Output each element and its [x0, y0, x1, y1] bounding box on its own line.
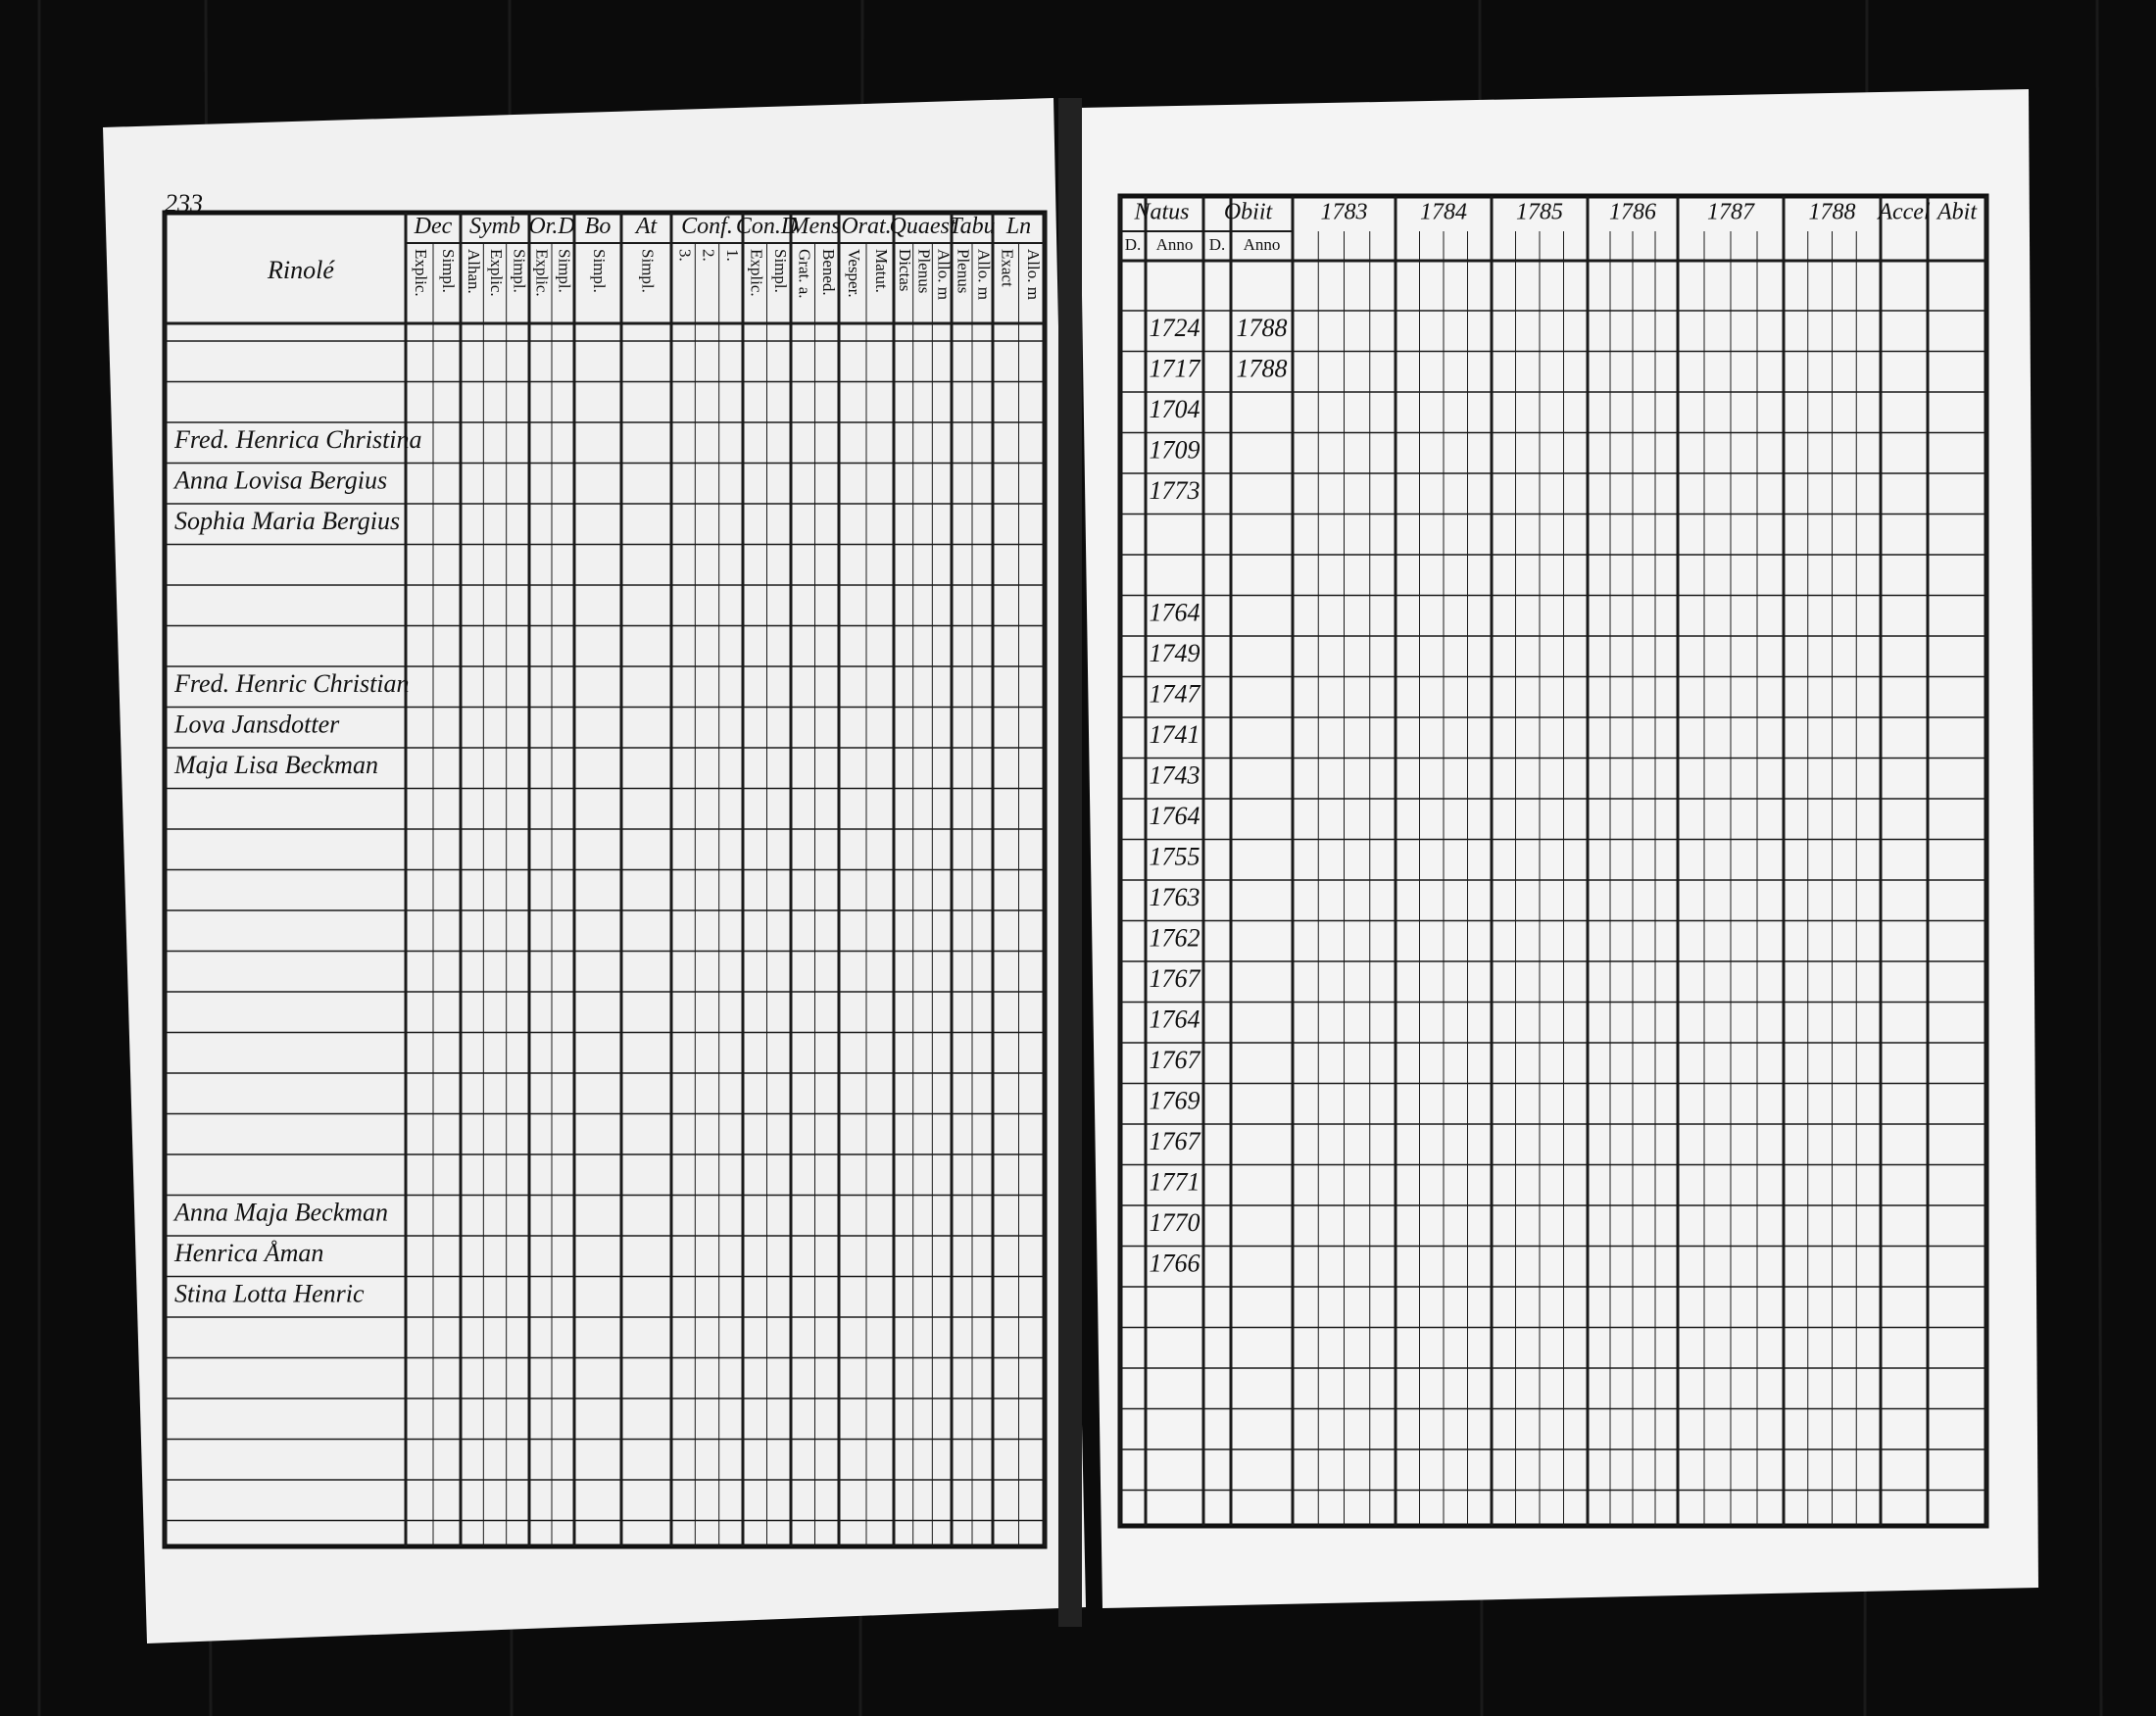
birth-year: 1766	[1150, 1249, 1200, 1277]
column-sub: Vesper.	[845, 249, 863, 298]
column-group: Quaest	[890, 214, 957, 239]
birth-year: 1773	[1150, 476, 1200, 505]
column-group: Symb	[469, 214, 520, 239]
parish-label: Rinolé	[267, 256, 335, 284]
column-group: Ln	[1005, 214, 1031, 239]
column-group: Orat.	[841, 214, 891, 239]
column-sub: D.	[1209, 235, 1226, 254]
right-paper	[1079, 89, 2038, 1608]
column-sub: Bened.	[819, 249, 838, 296]
year-header: 1788	[1809, 200, 1856, 225]
column-sub: D.	[1125, 235, 1142, 254]
birth-year: 1709	[1150, 435, 1200, 464]
column-sub: Grat. a.	[795, 249, 813, 299]
year-header: 1787	[1707, 200, 1755, 225]
person-name: Henrica Åman	[173, 1239, 323, 1267]
birth-year: 1764	[1150, 1005, 1200, 1033]
person-name: Anna Maja Beckman	[172, 1198, 388, 1226]
column-sub: Plenus	[955, 249, 973, 293]
birth-year: 1764	[1150, 598, 1200, 626]
year-header: 1786	[1609, 200, 1656, 225]
person-name: Stina Lotta Henric	[174, 1279, 365, 1307]
year-header: 1785	[1516, 200, 1563, 225]
birth-year: 1767	[1150, 1046, 1201, 1074]
person-name: Lova Jansdotter	[173, 710, 340, 738]
column-sub: Anno	[1244, 235, 1281, 254]
birth-year: 1767	[1150, 964, 1201, 993]
gutter	[1058, 98, 1082, 1627]
column-sub: Simpl.	[556, 249, 574, 293]
column-sub: Simpl.	[590, 249, 609, 293]
column-sub: 1.	[723, 249, 742, 262]
birth-year: 1762	[1150, 923, 1200, 952]
person-name: Fred. Henrica Christina	[173, 425, 422, 454]
person-name: Sophia Maria Bergius	[174, 507, 400, 535]
left-paper	[103, 98, 1086, 1643]
person-name: Anna Lovisa Bergius	[172, 466, 387, 494]
column-sub: Exact	[998, 249, 1016, 287]
person-name: Maja Lisa Beckman	[173, 751, 378, 779]
death-year: 1788	[1237, 314, 1288, 342]
birth-year: 1755	[1150, 842, 1200, 870]
column-sub: Simpl.	[439, 249, 458, 293]
column-sub: 2.	[700, 249, 718, 262]
birth-year: 1741	[1150, 720, 1200, 749]
column-sub: Allo. m	[1024, 249, 1043, 300]
column-sub: Plenus	[915, 249, 934, 293]
year-header: 1783	[1321, 200, 1368, 225]
column-sub: Matut.	[872, 249, 891, 293]
column-sub: 3.	[675, 249, 694, 262]
birth-year: 1717	[1150, 354, 1201, 382]
year-header: 1784	[1420, 200, 1467, 225]
birth-year: 1763	[1150, 883, 1200, 911]
column-sub: Explic.	[412, 249, 430, 297]
column-sub: Anno	[1156, 235, 1194, 254]
birth-year: 1747	[1150, 679, 1201, 708]
birth-year: 1770	[1150, 1208, 1200, 1237]
birth-year: 1749	[1150, 639, 1200, 667]
column-sub: Explic.	[747, 249, 765, 297]
column-group: Or.D	[528, 214, 574, 239]
birth-year: 1771	[1150, 1167, 1200, 1196]
column-group: Accel	[1876, 200, 1931, 225]
death-year: 1788	[1237, 354, 1288, 382]
column-group: Obiit	[1224, 200, 1274, 225]
column-group: Con.D	[736, 214, 798, 239]
birth-year: 1704	[1150, 395, 1200, 423]
column-sub: Allo. m	[975, 249, 994, 300]
column-group: At	[634, 214, 659, 239]
column-sub: Simpl.	[771, 249, 790, 293]
birth-year: 1724	[1150, 314, 1200, 342]
person-name: Fred. Henric Christian	[173, 669, 410, 698]
column-sub: Simpl.	[639, 249, 658, 293]
birth-year: 1769	[1150, 1086, 1200, 1114]
column-sub: Dictas	[896, 249, 914, 291]
birth-year: 1767	[1150, 1127, 1201, 1155]
column-group: Natus	[1133, 200, 1189, 225]
column-sub: Simpl.	[510, 249, 528, 293]
column-sub: Allo. m	[934, 249, 953, 300]
column-group: Tabu	[949, 214, 995, 239]
column-group: Abit	[1936, 200, 1978, 225]
column-group: Bo	[585, 214, 612, 239]
column-sub: Explic.	[533, 249, 552, 297]
birth-year: 1764	[1150, 802, 1200, 830]
column-sub: Explic.	[487, 249, 506, 297]
column-sub: Alhan.	[465, 249, 483, 294]
column-group: Dec	[414, 214, 453, 239]
streak	[2095, 0, 2103, 1716]
column-group: Mens	[789, 214, 841, 239]
birth-year: 1743	[1150, 760, 1200, 789]
column-group: Conf.	[681, 214, 733, 239]
